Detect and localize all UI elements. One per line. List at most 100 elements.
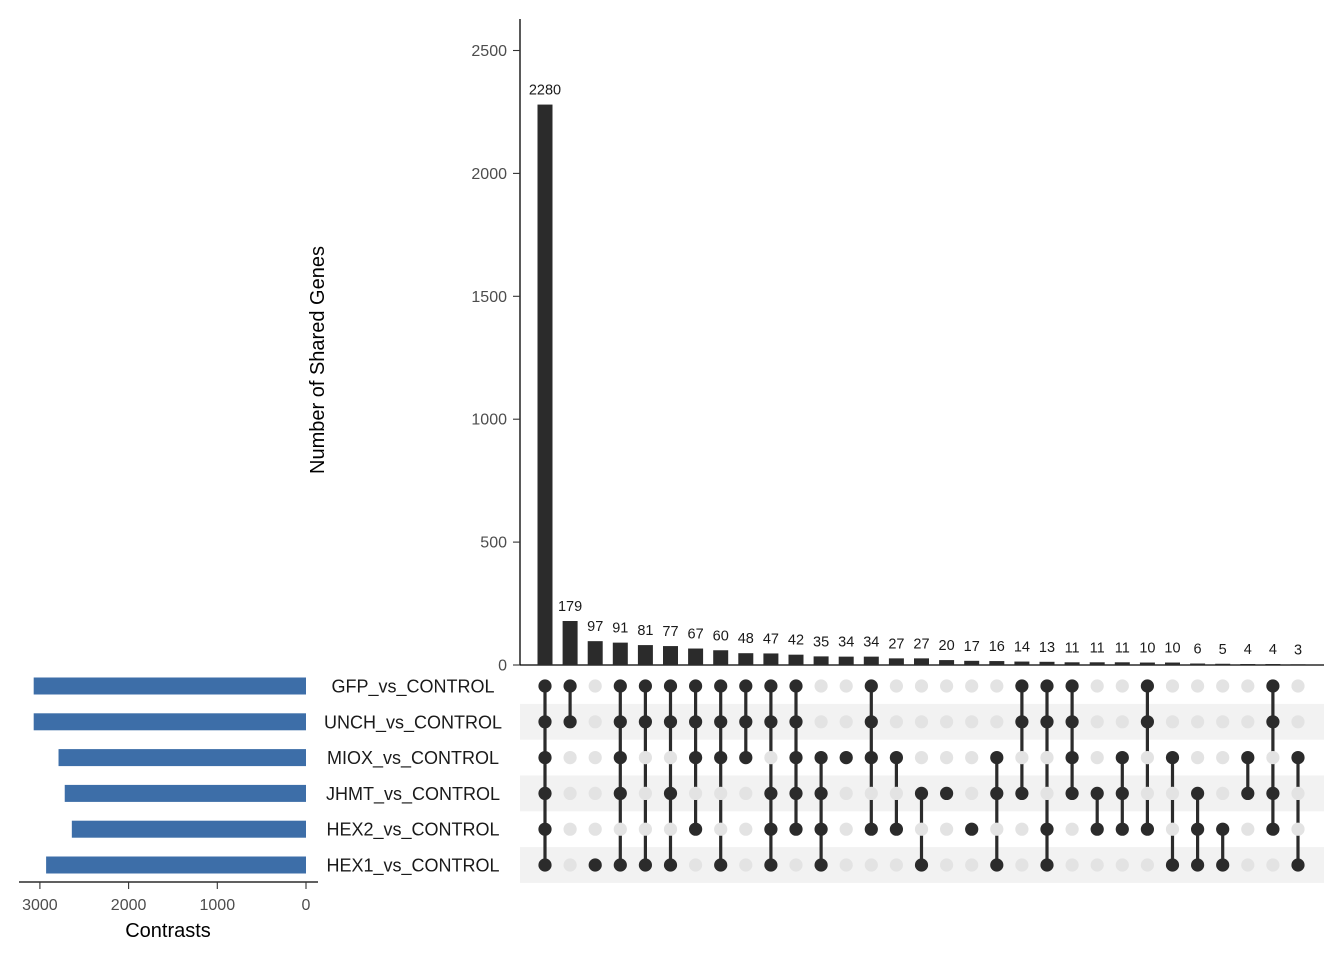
intersection-bar bbox=[1064, 662, 1080, 665]
y-tick-label: 2500 bbox=[471, 43, 507, 60]
intersection-bar-label: 11 bbox=[1065, 640, 1080, 656]
matrix-dot-inactive bbox=[1090, 858, 1104, 872]
matrix-dot-active bbox=[1140, 822, 1154, 836]
matrix-dot-inactive bbox=[1191, 679, 1205, 693]
matrix-dot-active bbox=[714, 858, 728, 872]
matrix-dot-active bbox=[789, 751, 803, 765]
matrix-dot-inactive bbox=[1191, 715, 1205, 729]
matrix-dot-inactive bbox=[613, 822, 627, 836]
matrix-dot-active bbox=[764, 715, 778, 729]
matrix-dot-active bbox=[1165, 858, 1180, 872]
matrix-dot-active bbox=[1065, 715, 1079, 729]
matrix-dot-active bbox=[914, 858, 929, 872]
matrix-dot-inactive bbox=[1115, 715, 1129, 729]
matrix-dot-inactive bbox=[889, 679, 904, 693]
matrix-dot-active bbox=[1040, 822, 1054, 836]
matrix-dot-inactive bbox=[965, 679, 979, 693]
matrix-dot-active bbox=[1241, 786, 1255, 801]
matrix-dot-inactive bbox=[663, 751, 678, 765]
y-tick-label: 500 bbox=[480, 535, 507, 552]
y-tick-label: 1500 bbox=[471, 289, 507, 306]
matrix-dot-inactive bbox=[1216, 786, 1230, 801]
set-axis-tick-label: 2000 bbox=[111, 897, 147, 914]
intersection-bar bbox=[1139, 662, 1155, 665]
intersection-bar-label: 48 bbox=[738, 631, 754, 647]
matrix-dot-active bbox=[1115, 786, 1129, 801]
matrix-dot-active bbox=[689, 679, 703, 693]
matrix-dot-inactive bbox=[1140, 858, 1154, 872]
intersection-bar-label: 14 bbox=[1014, 640, 1030, 656]
matrix-dot-active bbox=[839, 751, 853, 765]
y-axis-title: Number of Shared Genes bbox=[307, 246, 329, 474]
matrix-dot-active bbox=[914, 786, 929, 801]
matrix-dot-inactive bbox=[1216, 679, 1230, 693]
matrix-dot-active bbox=[789, 786, 803, 801]
set-name-label: GFP_vs_CONTROL bbox=[331, 677, 494, 698]
intersection-bar bbox=[1039, 661, 1055, 665]
matrix-dot-inactive bbox=[965, 715, 979, 729]
matrix-dot-active bbox=[538, 822, 552, 836]
intersection-bar bbox=[914, 658, 929, 665]
intersection-bars bbox=[537, 104, 1306, 666]
intersection-bar-label: 77 bbox=[662, 624, 678, 640]
matrix-dot-inactive bbox=[714, 822, 728, 836]
intersection-bar bbox=[838, 656, 854, 665]
intersection-bar bbox=[1265, 664, 1281, 665]
intersection-bar-label: 3 bbox=[1294, 642, 1302, 658]
intersection-bar bbox=[964, 660, 980, 665]
set-size-bar bbox=[58, 749, 306, 767]
matrix-dot-active bbox=[1065, 751, 1079, 765]
matrix-dot-inactive bbox=[638, 786, 653, 801]
matrix-dot-active bbox=[1241, 751, 1255, 765]
matrix-dot-inactive bbox=[889, 715, 904, 729]
matrix-dot-active bbox=[764, 858, 778, 872]
intersection-bar bbox=[1089, 662, 1105, 665]
matrix-dot-active bbox=[563, 715, 577, 729]
intersection-bar bbox=[1290, 664, 1306, 666]
intersection-bar bbox=[1014, 661, 1030, 665]
matrix-dot-inactive bbox=[1291, 786, 1305, 801]
matrix-dot-inactive bbox=[588, 786, 602, 801]
intersection-bar-label: 35 bbox=[813, 634, 829, 650]
y-tick-label: 0 bbox=[498, 658, 507, 675]
matrix-dot-active bbox=[1266, 715, 1280, 729]
matrix-dot-active bbox=[1140, 679, 1154, 693]
matrix-dot-inactive bbox=[638, 751, 653, 765]
matrix-dot-inactive bbox=[588, 715, 602, 729]
matrix-dot-inactive bbox=[689, 786, 703, 801]
intersection-bar bbox=[713, 650, 729, 665]
set-axis-tick-label: 1000 bbox=[200, 897, 236, 914]
matrix-dot-inactive bbox=[1241, 822, 1255, 836]
matrix-dot-active bbox=[714, 751, 728, 765]
matrix-dot-inactive bbox=[990, 679, 1004, 693]
intersection-bar bbox=[688, 648, 704, 665]
intersection-bar bbox=[562, 621, 578, 665]
matrix-dot-active bbox=[789, 822, 803, 836]
matrix-dot-inactive bbox=[1115, 679, 1129, 693]
matrix-dot-inactive bbox=[1266, 751, 1280, 765]
matrix-dot-inactive bbox=[1216, 751, 1230, 765]
matrix-dot-inactive bbox=[663, 822, 678, 836]
matrix-dot-active bbox=[1266, 786, 1280, 801]
matrix-dot-active bbox=[1165, 751, 1180, 765]
matrix-dot-active bbox=[889, 751, 904, 765]
intersection-bar-label: 5 bbox=[1219, 642, 1227, 658]
matrix-dot-active bbox=[814, 858, 828, 872]
intersection-bar-label: 179 bbox=[558, 599, 582, 615]
intersection-bar-label: 16 bbox=[989, 639, 1005, 655]
matrix-dot-active bbox=[764, 822, 778, 836]
matrix-dot-active bbox=[1291, 751, 1305, 765]
set-name-label: MIOX_vs_CONTROL bbox=[327, 748, 499, 769]
matrix-dot-active bbox=[613, 786, 627, 801]
matrix-dot-inactive bbox=[839, 679, 853, 693]
matrix-dot-inactive bbox=[789, 858, 803, 872]
matrix-dot-inactive bbox=[1191, 751, 1205, 765]
matrix-dot-inactive bbox=[864, 786, 878, 801]
matrix-dot-inactive bbox=[1090, 679, 1104, 693]
matrix-dot-inactive bbox=[764, 751, 778, 765]
intersection-bar-label: 11 bbox=[1090, 640, 1105, 656]
matrix-dot-inactive bbox=[638, 822, 653, 836]
matrix-dot-active bbox=[789, 679, 803, 693]
matrix-dot-active bbox=[663, 786, 678, 801]
intersection-bar bbox=[663, 646, 678, 665]
